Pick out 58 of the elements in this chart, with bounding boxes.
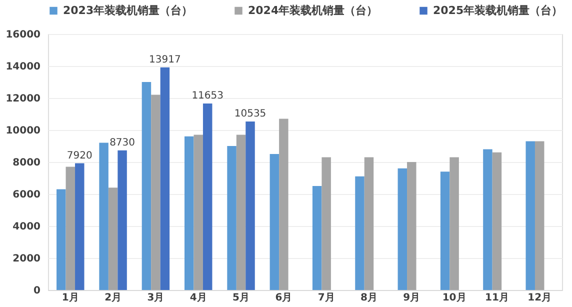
bar [279, 118, 288, 290]
x-tick-label: 4月 [190, 292, 207, 304]
bar [407, 162, 416, 290]
legend-label: 2023年装载机销量（台） [63, 4, 193, 17]
y-tick-label: 16000 [6, 30, 41, 40]
x-tick-label: 8月 [360, 292, 378, 304]
bar [108, 188, 118, 290]
x-tick-label: 6月 [275, 292, 292, 304]
bar [440, 172, 450, 290]
bar [492, 152, 502, 290]
bar [246, 121, 255, 290]
y-tick-label: 0 [34, 286, 41, 296]
legend-label: 2024年装载机销量（台） [248, 4, 378, 17]
bar [75, 163, 84, 290]
x-tick-label: 1月 [62, 292, 79, 304]
x-tick-label: 10月 [442, 292, 466, 304]
bar [99, 142, 108, 290]
bar [364, 157, 374, 290]
bar [118, 150, 127, 290]
legend-label: 2025年装载机销量（台） [433, 4, 563, 17]
bar [483, 149, 492, 290]
x-tick-label: 3月 [147, 292, 164, 304]
bar [184, 136, 194, 290]
bar [142, 82, 152, 290]
bar [202, 104, 212, 290]
bar [450, 157, 459, 290]
bar [398, 168, 408, 290]
y-tick-label: 10000 [6, 126, 41, 136]
bar [355, 176, 364, 290]
bar [151, 94, 160, 290]
x-tick-label: 5月 [232, 292, 250, 304]
data-label: 13917 [149, 54, 181, 66]
bar [160, 67, 170, 290]
bar [322, 157, 331, 290]
x-tick-label: 9月 [403, 292, 420, 304]
bar [227, 146, 236, 290]
y-tick-label: 4000 [12, 222, 41, 232]
y-tick-label: 6000 [12, 190, 41, 200]
y-tick-label: 8000 [12, 158, 41, 168]
data-label: 8730 [110, 137, 136, 148]
bar [66, 166, 76, 290]
y-tick-label: 14000 [6, 62, 41, 72]
x-tick-label: 2月 [104, 292, 122, 304]
y-tick-label: 12000 [6, 94, 41, 104]
data-label: 7920 [66, 150, 92, 162]
bar [534, 141, 544, 290]
data-label: 11653 [192, 90, 224, 102]
x-tick-label: 11月 [484, 292, 509, 304]
bar [270, 154, 280, 290]
y-tick-label: 2000 [12, 254, 41, 264]
bar [56, 189, 66, 290]
x-tick-label: 7月 [318, 292, 335, 304]
bar [236, 134, 246, 290]
bar [312, 186, 322, 290]
bar [526, 141, 535, 290]
data-label: 10535 [234, 108, 266, 120]
x-tick-label: 12月 [528, 292, 552, 304]
bar [194, 134, 203, 290]
